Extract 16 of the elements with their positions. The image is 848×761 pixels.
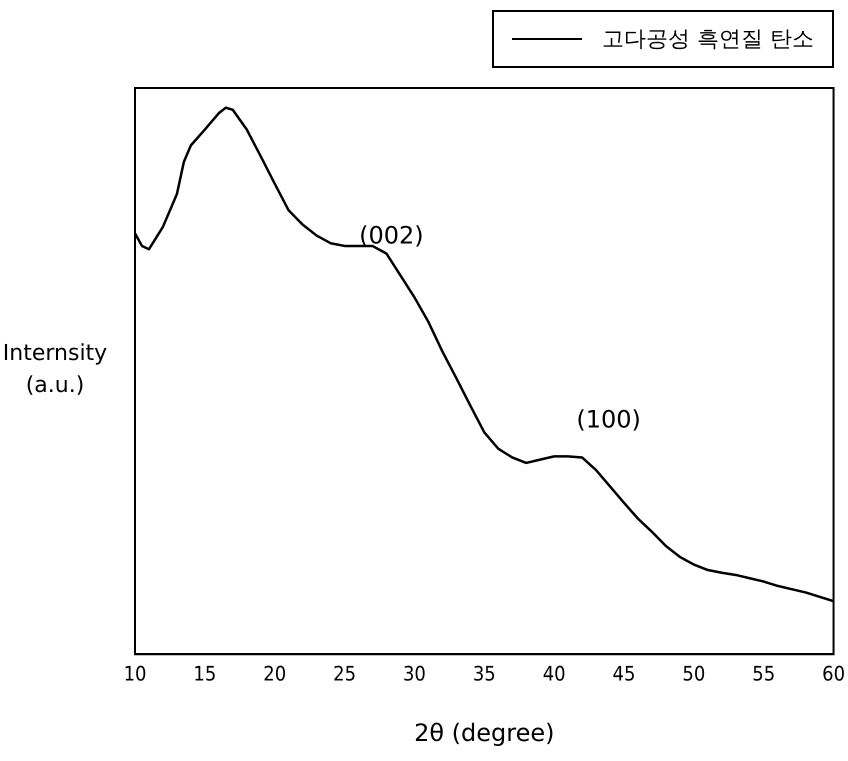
y-axis-title: Internsity (a.u.): [2, 340, 108, 400]
x-tick-label: 50: [682, 661, 706, 686]
x-tick-label: 25: [333, 661, 356, 686]
x-tick-label: 15: [193, 661, 216, 686]
x-tick-label: 60: [822, 661, 845, 686]
legend-label: 고다공성 흑연질 탄소: [602, 26, 814, 54]
x-tick-label: 20: [263, 661, 286, 686]
x-tick-label: 10: [124, 661, 146, 686]
x-tick-label: 40: [542, 661, 566, 686]
x-tick-label: 30: [402, 661, 426, 686]
x-tick-label: 55: [752, 661, 776, 686]
x-tick-label: 45: [612, 661, 636, 686]
x-tick-label: 35: [472, 661, 496, 686]
annotation: (002): [359, 222, 424, 250]
x-axis-title: 2θ (degree): [414, 718, 554, 747]
annotation: (100): [576, 406, 641, 434]
